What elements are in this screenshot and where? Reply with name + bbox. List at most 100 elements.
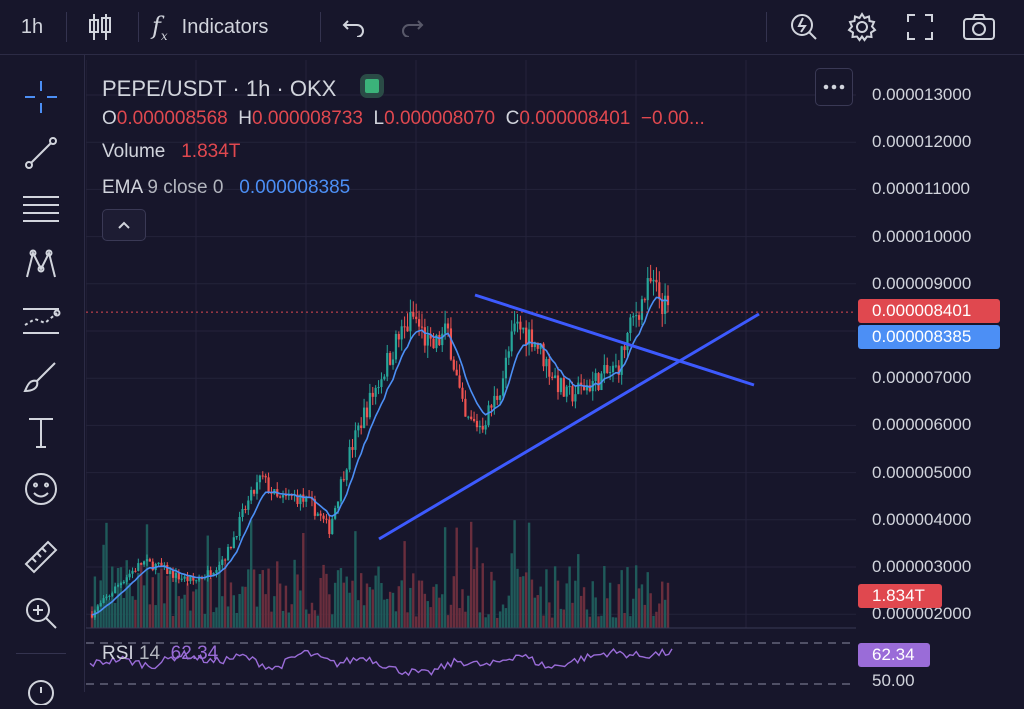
- candle-body: [626, 332, 629, 351]
- volume-bar: [435, 584, 438, 628]
- quick-search-button[interactable]: [784, 8, 824, 46]
- volume-bar: [238, 593, 241, 628]
- indicators-button[interactable]: fx Indicators: [152, 8, 302, 46]
- volume-bar: [386, 598, 389, 628]
- candle-body: [577, 382, 580, 395]
- measure-tool[interactable]: [16, 535, 66, 579]
- volume-bar: [192, 591, 195, 628]
- fib-retracement-tool[interactable]: [16, 187, 66, 231]
- candle-body: [111, 593, 114, 596]
- text-tool[interactable]: [16, 411, 66, 455]
- rsi-line: [89, 647, 673, 677]
- rsi-axis-tick: 50.00: [872, 671, 915, 690]
- candle-body: [554, 375, 557, 378]
- volume-bar: [252, 569, 256, 628]
- volume-bar: [614, 617, 618, 628]
- volume-bar: [166, 575, 169, 628]
- price-tick: 0.000011000: [872, 179, 971, 199]
- smiley-icon: [25, 473, 57, 505]
- candle-body: [221, 559, 224, 566]
- crosshair-icon: [25, 81, 57, 113]
- pattern-tool[interactable]: [16, 243, 66, 287]
- candle-body: [325, 518, 328, 520]
- rsi-params: 14: [138, 643, 161, 664]
- volume-bar: [524, 572, 528, 628]
- interval-label: 1h: [20, 15, 44, 38]
- candle-body: [409, 312, 412, 332]
- candle-body: [426, 334, 429, 346]
- candle-body: [296, 494, 299, 505]
- candle-body: [582, 385, 586, 391]
- magnet-tool[interactable]: [16, 665, 66, 709]
- fullscreen-button[interactable]: [900, 8, 940, 46]
- candle-body: [458, 375, 461, 388]
- volume-bar: [472, 569, 476, 628]
- candle-body: [374, 387, 377, 397]
- volume-bar: [527, 522, 531, 628]
- candle-body: [212, 572, 215, 577]
- indicators-label: Indicators: [181, 15, 269, 38]
- volume-bar: [423, 593, 427, 628]
- volume-bar: [299, 590, 302, 628]
- candle-body: [261, 475, 264, 477]
- fib-lines-icon: [23, 196, 59, 222]
- candle-body: [290, 495, 293, 497]
- trendline-tool[interactable]: [16, 131, 66, 175]
- volume-bar: [296, 574, 299, 628]
- undo-button[interactable]: [336, 8, 372, 46]
- emoji-tool[interactable]: [16, 467, 66, 511]
- market-status-dot: [360, 74, 385, 98]
- toolbar-divider: [138, 12, 139, 42]
- open-value: 0.000008568: [116, 108, 228, 129]
- zoom-tool[interactable]: [16, 591, 66, 635]
- candle-body: [322, 515, 325, 519]
- low-label: L: [373, 108, 385, 129]
- volume-bar: [206, 535, 209, 628]
- candle-body: [496, 395, 499, 400]
- candle-body: [435, 334, 438, 349]
- settings-button[interactable]: [842, 8, 882, 46]
- crosshair-tool[interactable]: [16, 75, 66, 119]
- volume-bar: [125, 560, 128, 628]
- close-label: C: [505, 108, 520, 129]
- volume-bar: [603, 566, 606, 628]
- volume-bar: [258, 573, 262, 628]
- ema-legend[interactable]: EMA 9 close 0 0.000008385: [102, 177, 350, 199]
- volume-bars: [90, 520, 670, 628]
- volume-bar: [249, 520, 253, 628]
- forecast-tool[interactable]: [16, 299, 66, 343]
- rsi-label: RSI: [102, 643, 134, 664]
- high-value: 0.000008733: [252, 108, 363, 129]
- volume-bar: [403, 541, 406, 628]
- volume-bar: [629, 616, 632, 628]
- trendline-icon: [25, 137, 57, 169]
- volume-bar: [290, 604, 293, 628]
- volume-bar: [304, 609, 308, 628]
- candle-body: [478, 425, 481, 428]
- price-chart[interactable]: [86, 60, 856, 692]
- candle-style-button[interactable]: [80, 8, 120, 46]
- candle-body: [143, 561, 146, 565]
- candle-body: [145, 559, 149, 562]
- candle-body: [472, 418, 476, 421]
- rsi-legend[interactable]: RSI 14 62.34: [102, 643, 218, 665]
- screenshot-button[interactable]: [958, 8, 1000, 46]
- function-icon: fx: [152, 11, 168, 43]
- volume-bar: [597, 616, 600, 628]
- candle-body: [281, 495, 285, 498]
- volume-bar: [215, 607, 218, 628]
- symbol-legend[interactable]: PEPE/USDT · 1h · OKX: [102, 74, 385, 102]
- redo-button[interactable]: [394, 8, 430, 46]
- chart-more-button[interactable]: [815, 68, 853, 106]
- collapse-legend-button[interactable]: [102, 209, 146, 241]
- volume-bar: [452, 576, 456, 628]
- volume-bar: [661, 581, 664, 628]
- candle-body: [140, 563, 143, 565]
- brush-tool[interactable]: [16, 355, 66, 399]
- ema-line: [91, 296, 669, 616]
- volume-legend[interactable]: Volume 1.834T: [102, 141, 240, 163]
- volume-bar: [441, 594, 444, 628]
- interval-button[interactable]: 1h: [10, 8, 54, 46]
- volume-bar: [539, 586, 542, 628]
- volume-bar: [131, 596, 134, 628]
